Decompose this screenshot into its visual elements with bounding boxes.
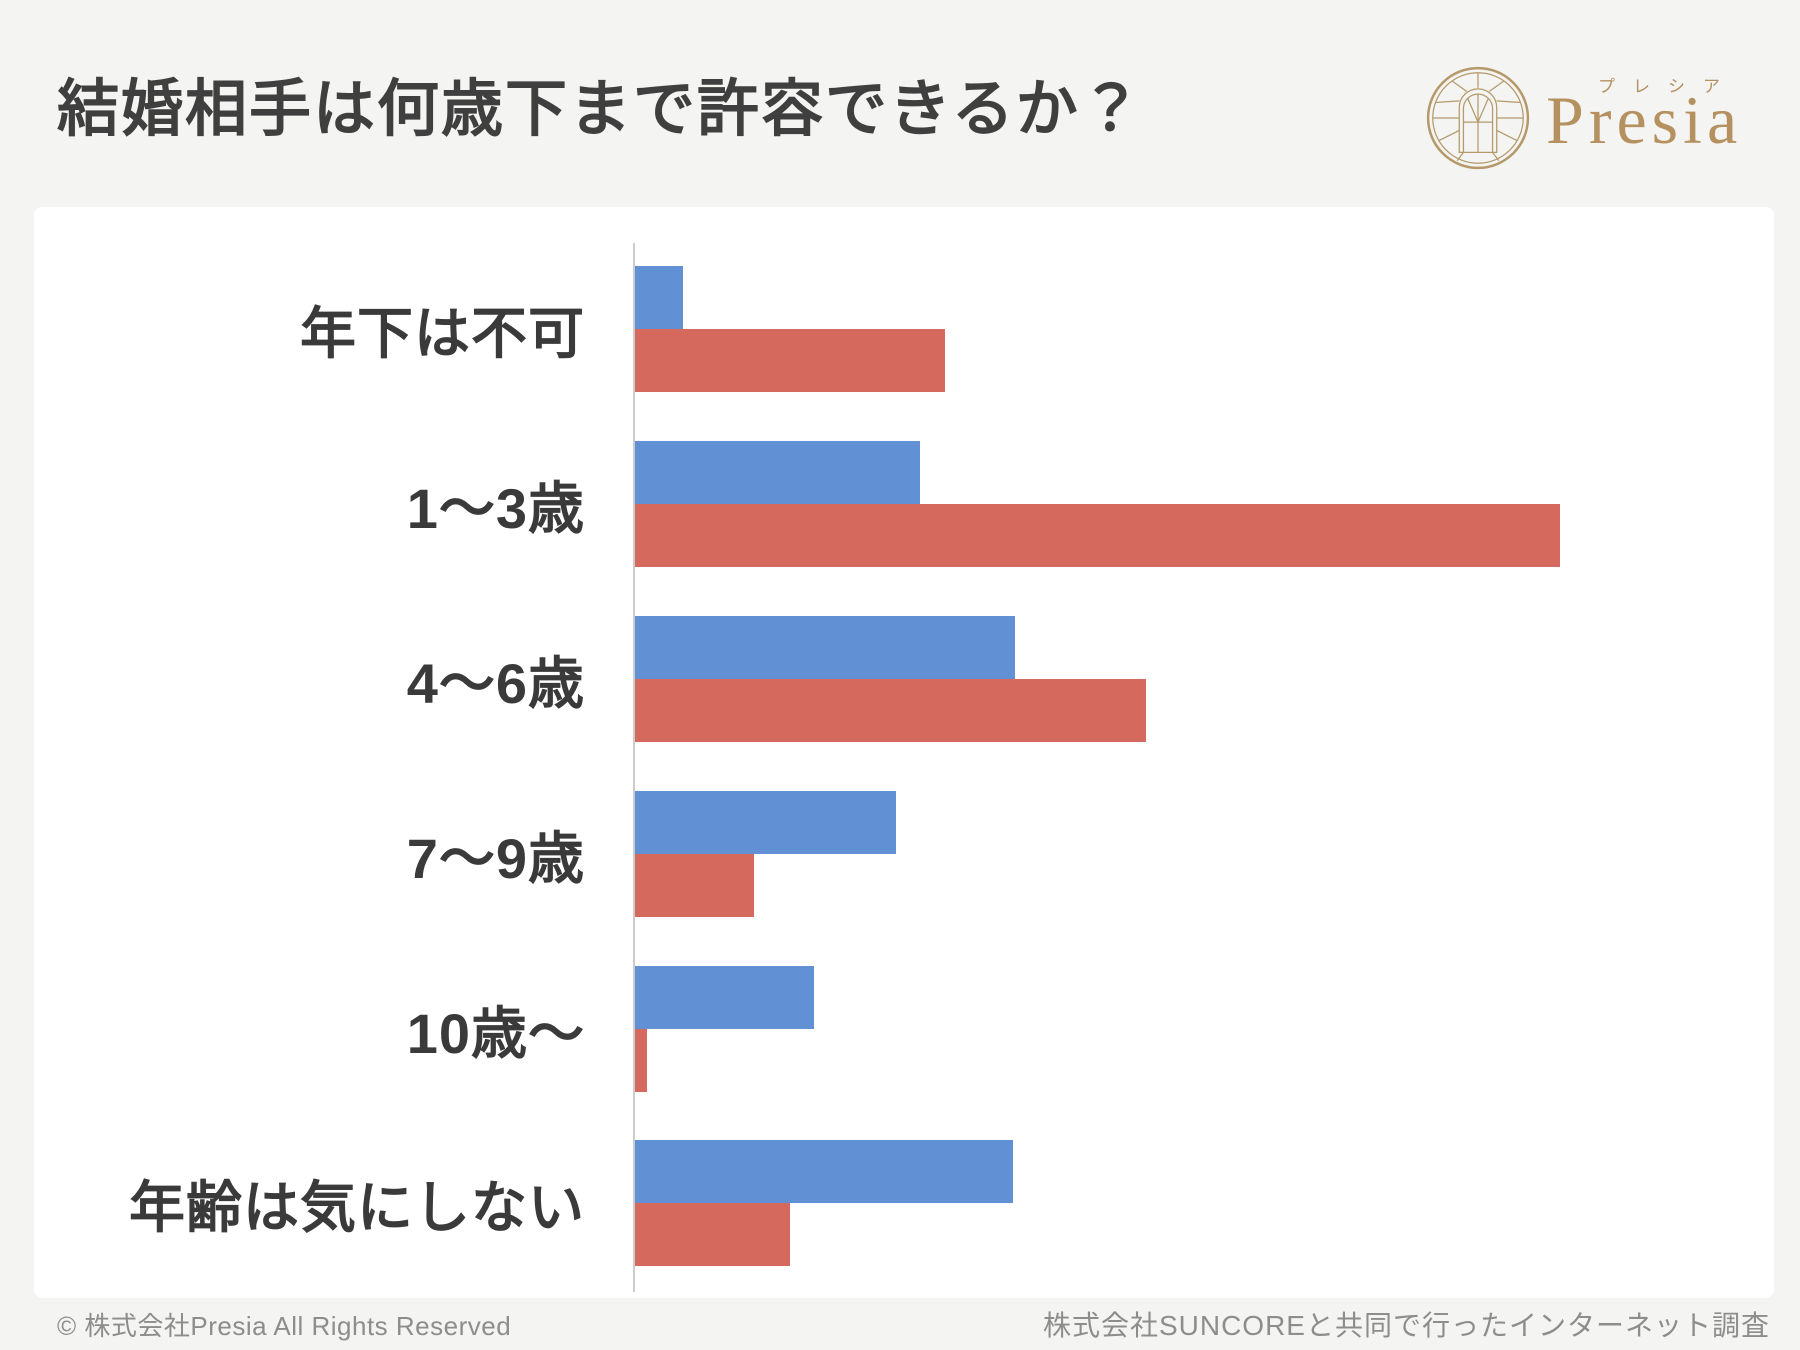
bar-blue xyxy=(635,791,897,854)
chart-row: 年齢は気にしない xyxy=(34,1140,1774,1266)
row-label: 年齢は気にしない xyxy=(129,1175,585,1239)
bar-red xyxy=(635,854,754,917)
bar-blue xyxy=(635,1140,1013,1203)
chart-row: 年下は不可 xyxy=(34,266,1774,392)
chart-row: 1〜3歳 xyxy=(34,441,1774,567)
logo-wordmark: Presia xyxy=(1546,82,1743,158)
bar-red xyxy=(635,1029,648,1092)
y-axis-line xyxy=(633,243,635,1292)
chart-row: 7〜9歳 xyxy=(34,791,1774,917)
chart-row: 4〜6歳 xyxy=(34,616,1774,742)
row-label: 年下は不可 xyxy=(300,301,585,365)
footer: © 株式会社Presia All Rights Reserved 株式会社SUN… xyxy=(0,1298,1800,1350)
bar-red xyxy=(635,329,945,392)
bar-blue xyxy=(635,616,1015,679)
chart-row: 10歳〜 xyxy=(34,966,1774,1092)
bar-red xyxy=(635,1203,790,1266)
bar-blue xyxy=(635,441,921,504)
bar-red xyxy=(635,504,1560,567)
row-label: 7〜9歳 xyxy=(406,826,585,890)
logo-kana: プレシア xyxy=(1598,77,1738,96)
chart-card: 年下は不可 1〜3歳 4〜6歳 7〜9歳 10歳〜 年齢は気にしない xyxy=(34,207,1774,1298)
bar-blue xyxy=(635,966,814,1029)
bar-blue xyxy=(635,266,684,329)
logo-emblem-icon xyxy=(1426,66,1530,170)
row-label: 10歳〜 xyxy=(406,1001,585,1065)
page-title: 結婚相手は何歳下まで許容できるか？ xyxy=(57,75,1144,144)
row-label: 1〜3歳 xyxy=(406,476,585,540)
survey-source-text: 株式会社SUNCOREと共同で行ったインターネット調査 xyxy=(1042,1310,1770,1341)
brand-logo: プレシア Presia xyxy=(1420,60,1780,175)
copyright-text: © 株式会社Presia All Rights Reserved xyxy=(57,1310,512,1341)
row-label: 4〜6歳 xyxy=(406,651,585,715)
bar-red xyxy=(635,679,1146,742)
